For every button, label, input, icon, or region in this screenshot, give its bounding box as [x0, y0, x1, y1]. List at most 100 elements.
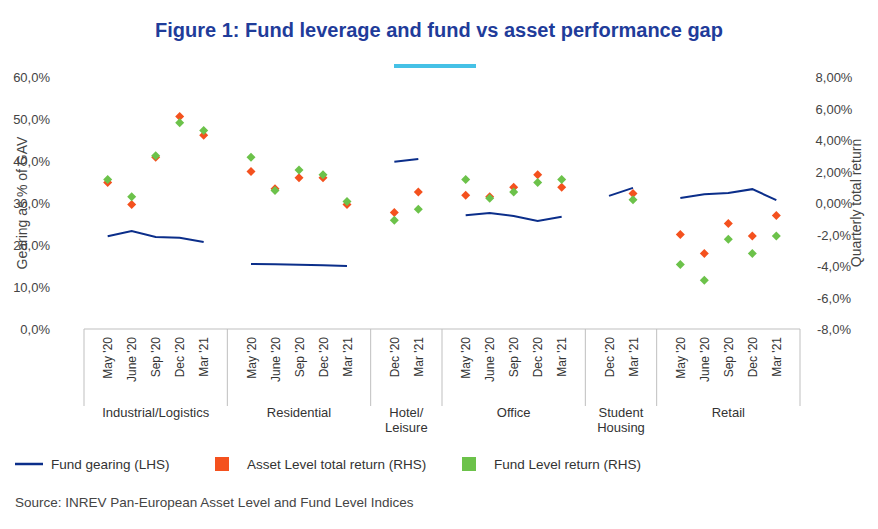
legend: Fund gearing (LHS) Asset Level total retu…: [15, 457, 641, 472]
y2-tick-label: 6,00%: [816, 102, 853, 117]
source-note: Source: INREV Pan-European Asset Level a…: [15, 495, 414, 510]
group-label-line: Residential: [267, 405, 331, 420]
title-accent: [394, 64, 476, 68]
x-tick-label: Mar '21: [555, 337, 569, 377]
x-tick-label: Mar '21: [770, 337, 784, 377]
return-point: [557, 175, 566, 184]
gearing-line: [609, 188, 633, 196]
return-point: [772, 232, 781, 241]
y-axis-title: Gearing as % of GAV: [14, 136, 30, 269]
x-tick-label: May '20: [674, 337, 688, 379]
gearing-line: [466, 213, 562, 221]
return-point: [700, 276, 709, 285]
x-tick-label: May '20: [245, 337, 259, 379]
x-tick-label: June '20: [269, 337, 283, 382]
return-point: [199, 126, 208, 135]
y-tick-label: 50,0%: [13, 112, 50, 127]
return-point: [461, 175, 470, 184]
group-divider: [227, 329, 228, 406]
group-divider: [656, 329, 657, 406]
x-tick-label: Dec '20: [173, 337, 187, 378]
y2-tick-label: 8,00%: [816, 70, 853, 85]
group-divider: [84, 329, 85, 406]
return-point: [271, 186, 280, 195]
return-point: [319, 170, 328, 179]
return-point: [533, 178, 542, 187]
group-label-line: Housing: [597, 420, 645, 435]
x-tick-label: May '20: [101, 337, 115, 379]
x-tick-label: June '20: [125, 337, 139, 382]
legend-swatch: [15, 463, 43, 466]
title: Figure 1: Fund leverage and fund vs asse…: [155, 19, 723, 41]
group-label: Retail: [712, 405, 745, 420]
return-point: [127, 200, 136, 209]
y2-tick-label: -2,0%: [817, 228, 851, 243]
return-point: [127, 192, 136, 201]
x-tick-label: Sep '20: [507, 337, 521, 378]
gearing-line: [680, 189, 776, 200]
group-label: Industrial/Logistics: [102, 405, 209, 420]
legend-label: Fund gearing (LHS): [51, 457, 170, 472]
group-label-line: Student: [599, 405, 644, 420]
x-tick-label: Mar '21: [197, 337, 211, 377]
group-label: Hotel/Leisure: [385, 405, 428, 435]
chart: Figure 1: Fund leverage and fund vs asse…: [0, 0, 878, 529]
x-tick-label: June '20: [698, 337, 712, 382]
return-point: [485, 194, 494, 203]
return-point: [724, 219, 733, 228]
legend-label: Asset Level total return (RHS): [247, 457, 426, 472]
y2-tick-label: -4,0%: [817, 259, 851, 274]
return-point: [461, 191, 470, 200]
group-label-line: Leisure: [385, 420, 428, 435]
return-point: [414, 187, 423, 196]
group-label: StudentHousing: [597, 405, 645, 435]
return-point: [151, 151, 160, 160]
legend-swatch: [215, 457, 229, 471]
return-point: [748, 249, 757, 258]
y2-tick-label: -8,0%: [817, 322, 851, 337]
y-tick-label: 0,0%: [20, 322, 50, 337]
x-tick-label: Sep '20: [722, 337, 736, 378]
return-point: [390, 216, 399, 225]
y2-tick-label: -6,0%: [817, 291, 851, 306]
gearing-line: [108, 231, 204, 242]
return-point: [533, 170, 542, 179]
group-label-line: Industrial/Logistics: [102, 405, 209, 420]
return-point: [175, 118, 184, 127]
y-tick-label: 10,0%: [13, 280, 50, 295]
return-point: [414, 205, 423, 214]
x-tick-label: Dec '20: [388, 337, 402, 378]
x-tick-label: Sep '20: [293, 337, 307, 378]
x-tick-label: Mar '21: [412, 337, 426, 377]
return-point: [748, 232, 757, 241]
return-point: [557, 183, 566, 192]
x-tick-label: Dec '20: [317, 337, 331, 378]
return-point: [343, 197, 352, 206]
x-tick-label: Sep '20: [149, 337, 163, 378]
x-tick-label: June '20: [483, 337, 497, 382]
legend-label: Fund Level return (RHS): [494, 457, 641, 472]
return-point: [295, 165, 304, 174]
return-point: [772, 211, 781, 220]
y-tick-label: 60,0%: [13, 70, 50, 85]
gearing-line: [394, 159, 418, 162]
x-tick-label: Dec '20: [746, 337, 760, 378]
plot-area: [103, 112, 781, 285]
return-point: [247, 167, 256, 176]
x-tick-label: Dec '20: [531, 337, 545, 378]
background: [0, 0, 878, 529]
x-tick-label: Dec '20: [603, 337, 617, 378]
gearing-line: [251, 264, 347, 266]
return-point: [509, 187, 518, 196]
group-label-line: Hotel/: [389, 405, 423, 420]
group-label: Residential: [267, 405, 331, 420]
legend-swatch: [462, 457, 476, 471]
return-point: [390, 208, 399, 217]
group-label-line: Retail: [712, 405, 745, 420]
group-label: Office: [497, 405, 531, 420]
return-point: [724, 235, 733, 244]
return-point: [103, 175, 112, 184]
group-label-line: Office: [497, 405, 531, 420]
group-divider: [585, 329, 586, 406]
return-point: [629, 195, 638, 204]
